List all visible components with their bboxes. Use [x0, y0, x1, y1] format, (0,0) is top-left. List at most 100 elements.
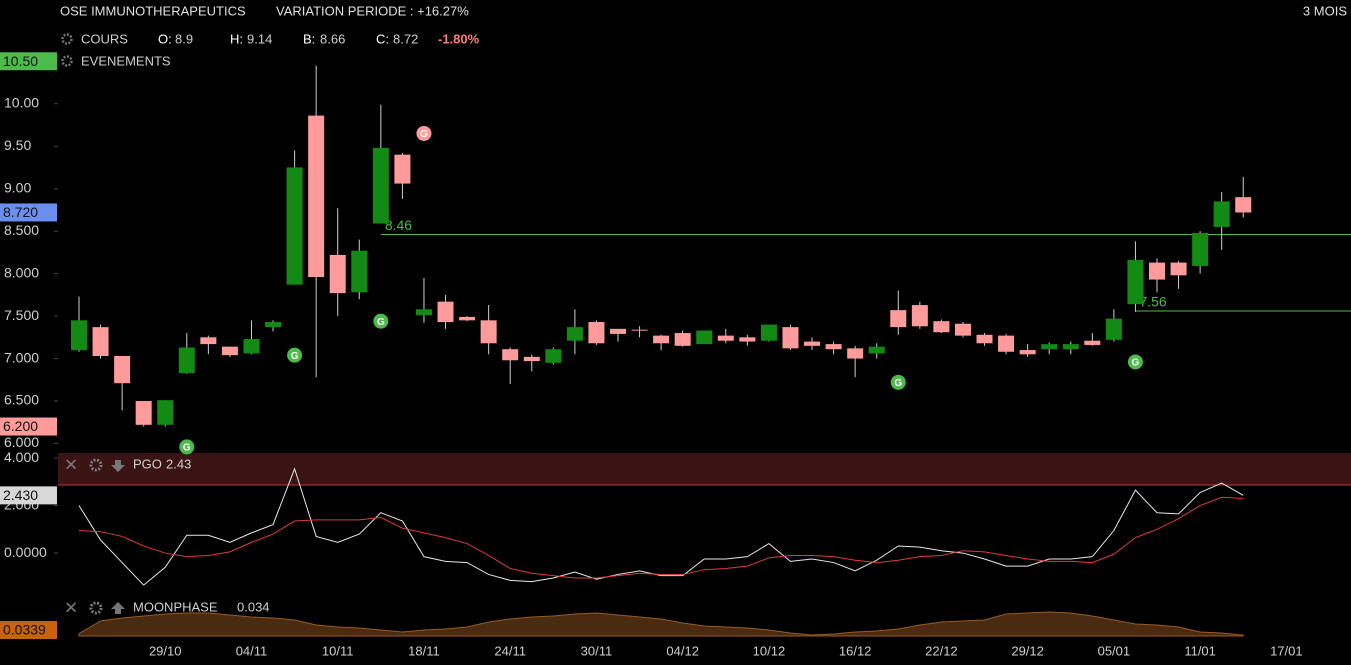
axis-marker — [0, 52, 57, 71]
axis-marker-label: 6.200 — [3, 418, 38, 434]
title: OSE IMMUNOTHERAPEUTICS — [60, 3, 246, 18]
gear-icon[interactable] — [89, 601, 103, 615]
candle-body — [265, 322, 282, 328]
candle-body — [1213, 201, 1230, 227]
candle-body — [847, 348, 864, 359]
candle-body — [1105, 318, 1122, 340]
axis-marker — [0, 486, 57, 505]
x-tick-label: 10/12 — [753, 643, 786, 658]
candle-body — [221, 346, 238, 356]
gear-icon[interactable] — [61, 55, 73, 67]
candle-body — [329, 254, 346, 294]
candle-body — [200, 337, 217, 345]
y-tick-label: 9.50 — [4, 137, 31, 153]
indicator-line — [78, 467, 1244, 586]
cours-label: COURS — [81, 31, 128, 46]
candle-body — [286, 167, 303, 285]
close-icon[interactable]: ✕ — [64, 598, 78, 617]
candle-body — [976, 334, 993, 344]
candle-body — [480, 320, 497, 344]
event-label: G — [420, 129, 428, 140]
candle-body — [135, 401, 152, 425]
event-label: G — [1132, 358, 1140, 369]
candle-body — [782, 327, 799, 349]
ohlc-key: H: — [230, 31, 243, 46]
ohlc-key: C: — [376, 31, 389, 46]
x-tick-label: 04/11 — [236, 643, 268, 658]
x-tick-label: 17/01 — [1270, 643, 1303, 658]
candle-body — [243, 339, 260, 354]
indicator-name: PGO — [133, 456, 162, 471]
axis-marker-label: 10.50 — [3, 53, 38, 69]
event-label: G — [377, 317, 385, 328]
y-tick-label: 7.500 — [4, 307, 39, 323]
candle-body — [825, 344, 842, 350]
axis-marker-label: 0.0339 — [3, 622, 46, 638]
candle-body — [1041, 344, 1058, 350]
x-tick-label: 05/01 — [1098, 643, 1131, 658]
axis-marker-label: 8.720 — [3, 204, 38, 220]
candle-body — [653, 335, 670, 344]
ohlc-key: B: — [303, 31, 315, 46]
candle-body — [415, 309, 432, 316]
event-label: G — [291, 351, 299, 362]
event-marker — [287, 347, 303, 363]
x-tick-label: 18/11 — [408, 643, 440, 658]
candle-body — [437, 301, 454, 323]
candle-body — [911, 305, 928, 327]
x-tick-label: 29/10 — [149, 643, 182, 658]
events-label: EVENEMENTS — [81, 53, 171, 68]
axis-marker — [0, 203, 57, 222]
candle-body — [178, 347, 195, 373]
candle-body — [674, 333, 691, 346]
candle-body — [696, 330, 713, 345]
candle-body — [739, 337, 756, 342]
gear-icon[interactable] — [61, 33, 73, 45]
ohlc-value: 8.72 — [393, 31, 418, 46]
moon-area — [78, 611, 1244, 637]
candle-body — [523, 356, 540, 362]
candle-body — [868, 346, 885, 354]
pgo-band — [58, 453, 1351, 485]
period[interactable]: 3 MOIS — [1303, 3, 1347, 18]
candle-body — [890, 310, 907, 328]
y-tick-label: 8.500 — [4, 222, 39, 238]
indicator-line — [78, 496, 1244, 579]
indicator-name: MOONPHASE — [133, 599, 218, 614]
ohlc-value: 9.14 — [247, 31, 272, 46]
event-marker — [890, 374, 906, 390]
change: -1.80% — [438, 31, 480, 46]
event-marker — [373, 313, 389, 329]
arrow-up-icon[interactable] — [111, 602, 125, 614]
axis-marker — [0, 621, 57, 639]
candle-body — [1170, 262, 1187, 276]
candle-body — [954, 323, 971, 336]
candle-body — [545, 349, 562, 363]
indicator-value: 0.034 — [237, 599, 270, 614]
x-tick-label: 04/12 — [666, 643, 699, 658]
candle-body — [308, 115, 325, 278]
ohlc-value: 8.9 — [175, 31, 193, 46]
x-tick-label: 30/11 — [581, 643, 613, 658]
y-tick-label: 4.000 — [4, 449, 39, 465]
event-label: G — [183, 443, 191, 454]
y-tick-label: 0.0000 — [4, 544, 47, 560]
candle-body — [372, 147, 389, 224]
candle-body — [804, 341, 821, 346]
close-icon[interactable]: ✕ — [64, 455, 78, 474]
gear-icon[interactable] — [89, 458, 103, 472]
candle-body — [1127, 260, 1144, 305]
candle-body — [459, 316, 476, 321]
indicator-value: 2.43 — [166, 456, 191, 471]
candle-body — [1149, 262, 1165, 280]
candle-body — [631, 329, 648, 331]
candle-body — [394, 154, 411, 184]
event-label: G — [894, 378, 902, 389]
arrow-down-icon[interactable] — [111, 460, 125, 472]
x-tick-label: 16/12 — [839, 643, 872, 658]
y-tick-label: 9.00 — [4, 179, 31, 195]
x-tick-label: 24/11 — [494, 643, 526, 658]
event-marker — [179, 439, 195, 455]
